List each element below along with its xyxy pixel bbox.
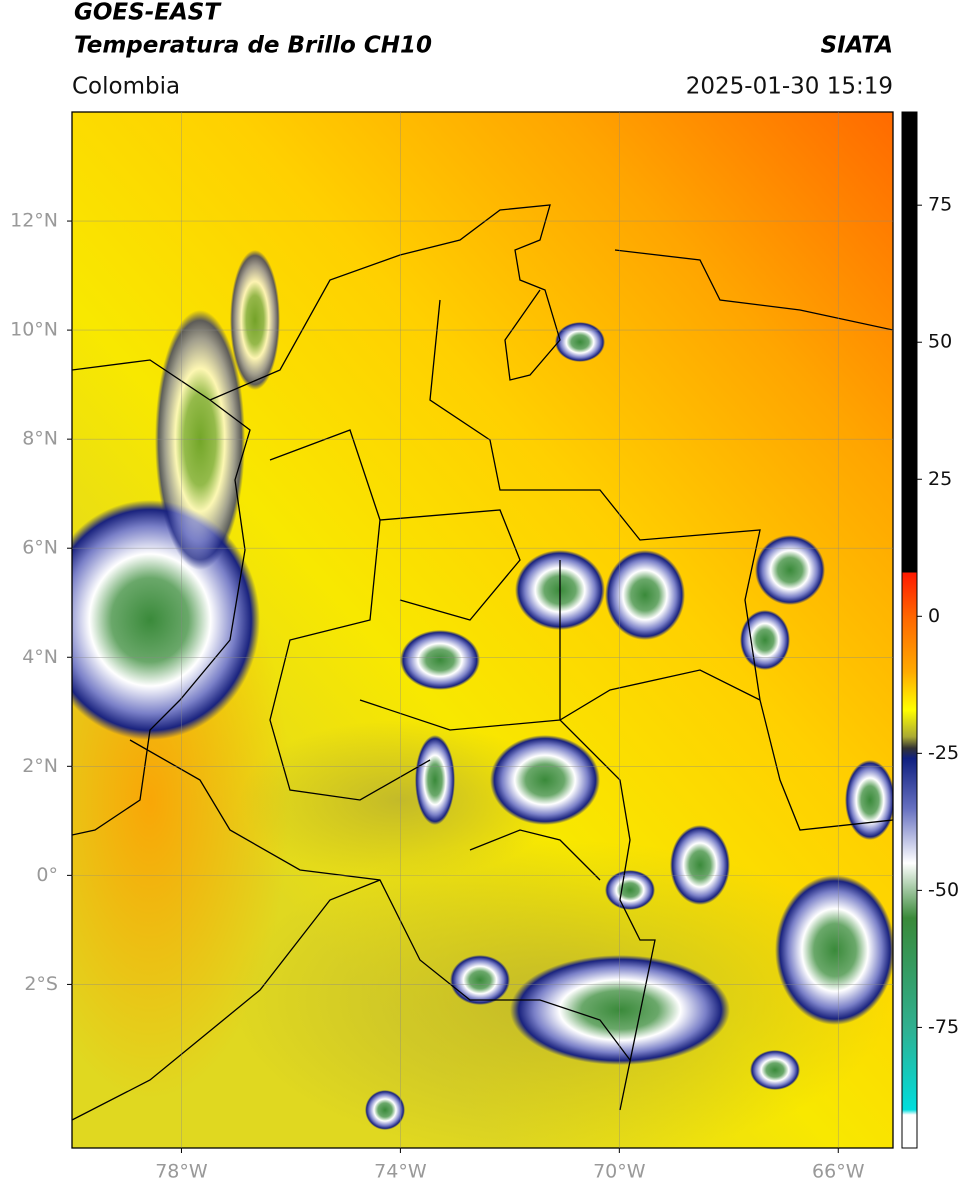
satellite-image [72, 112, 893, 1148]
map-frame [71, 111, 894, 1149]
colorbar-tick-label: -75 [928, 1016, 959, 1038]
colorbar-tick-label: 25 [928, 468, 952, 490]
colorbar-tick-label: 0 [928, 605, 940, 627]
subtitle: Temperatura de Brillo CH10 [74, 33, 432, 59]
colorbar-tick-label: 75 [928, 194, 952, 216]
y-tick-label: 2°S [24, 973, 58, 995]
x-tick-label: 70°W [593, 1161, 646, 1183]
y-tick-label: 0° [36, 864, 58, 886]
datetime: 2025-01-30 15:19 [686, 74, 893, 100]
y-tick-label: 8°N [22, 428, 58, 450]
x-tick-label: 78°W [155, 1161, 208, 1183]
colorbar-tick-label: -25 [928, 742, 959, 764]
colorbar-tick-label: -50 [928, 879, 959, 901]
y-tick-label: 4°N [22, 646, 58, 668]
x-tick-label: 74°W [374, 1161, 427, 1183]
x-tick-label: 66°W [812, 1161, 865, 1183]
source: SIATA [821, 33, 893, 59]
y-tick-label: 10°N [10, 319, 58, 341]
colorbar-tick-label: 50 [928, 331, 952, 353]
title: GOES-EAST [74, 0, 222, 26]
y-tick-label: 6°N [22, 537, 58, 559]
y-tick-label: 12°N [10, 210, 58, 232]
region: Colombia [72, 74, 180, 100]
colorbar [901, 111, 918, 1149]
y-tick-label: 2°N [22, 755, 58, 777]
